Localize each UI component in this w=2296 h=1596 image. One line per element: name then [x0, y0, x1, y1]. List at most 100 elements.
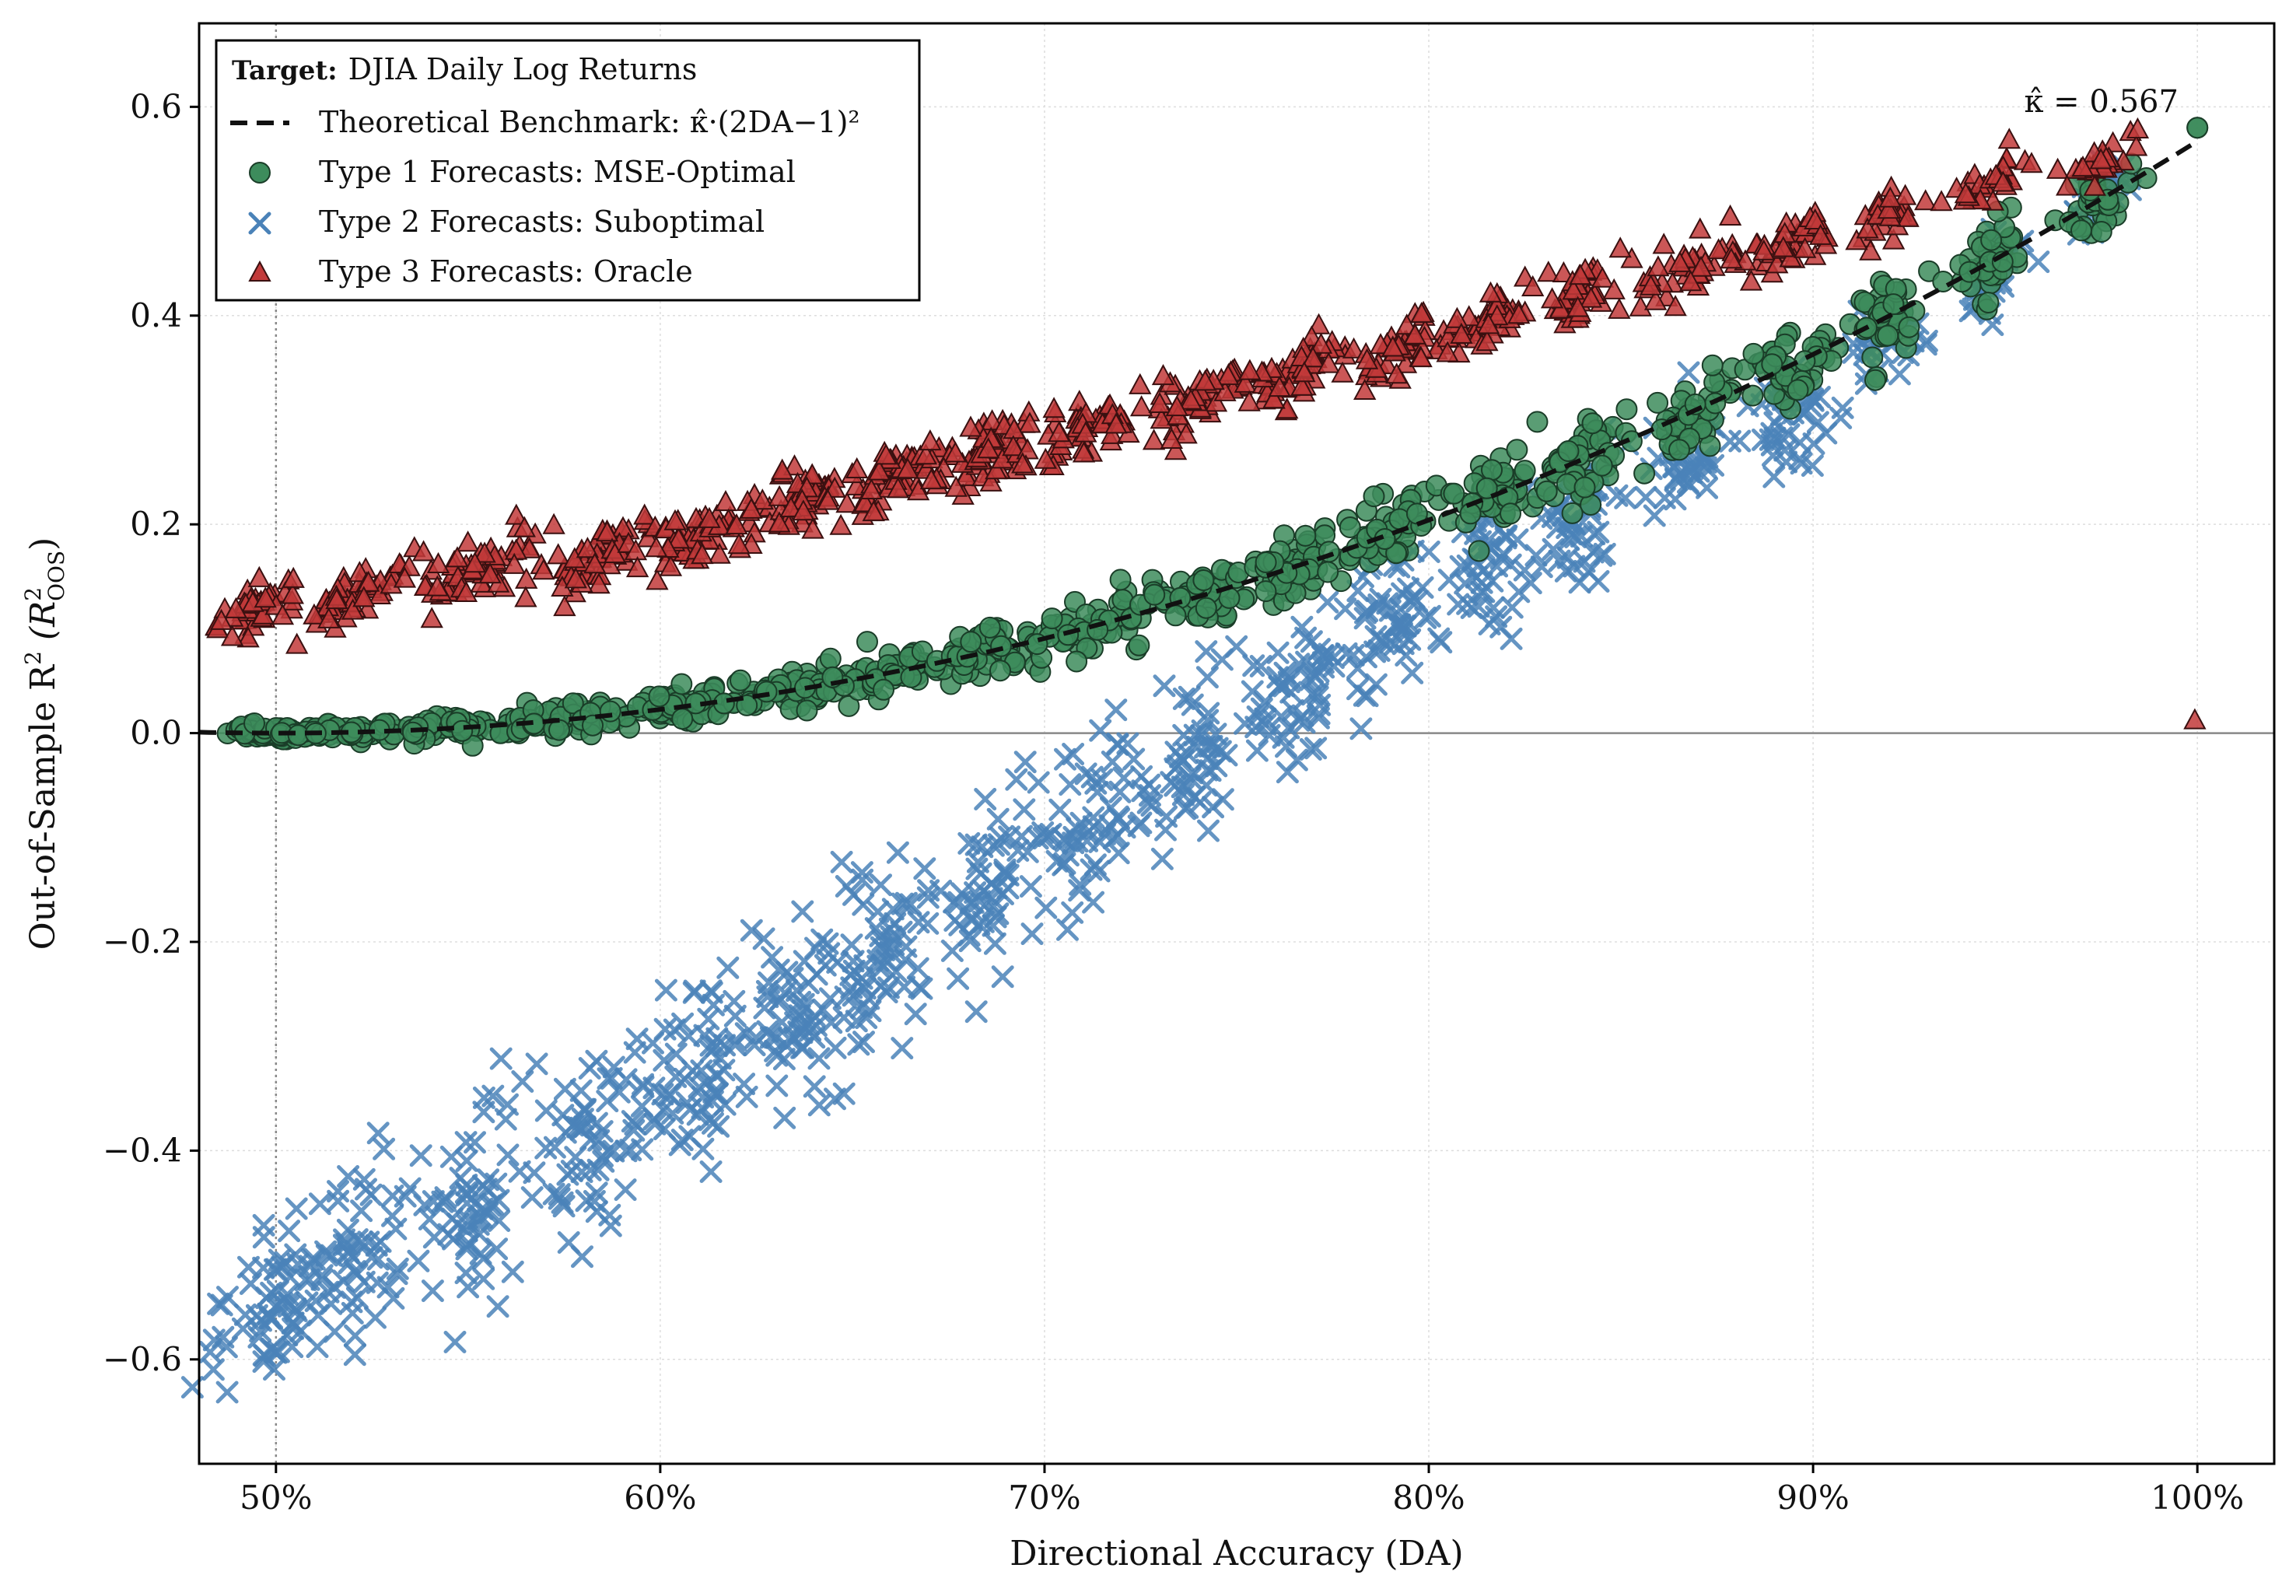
type2-point-58 [282, 1311, 305, 1335]
type3-point-952 [2071, 156, 2095, 177]
type2-point-141 [369, 1230, 392, 1253]
type1-point-724 [1615, 398, 1638, 421]
type2-point-584 [1140, 794, 1164, 817]
type2-point-180 [476, 1202, 499, 1225]
type2-point-748 [1499, 553, 1522, 576]
type2-point-743 [1427, 627, 1451, 650]
type2-point-735 [1513, 558, 1536, 582]
type2-point-435 [899, 893, 922, 916]
type2-point-434 [872, 954, 895, 978]
type2-point-507 [1061, 901, 1084, 924]
type2-point-363 [804, 1014, 828, 1038]
type3-point-819 [1668, 250, 1692, 272]
type2-point-607 [1197, 702, 1220, 725]
type2-point-149 [485, 1237, 509, 1261]
type3-point-273 [691, 543, 714, 565]
legend-type1-label: Type 1 Forecasts: MSE-Optimal [319, 155, 796, 189]
type2-point-174 [407, 1249, 430, 1272]
type2-point-344 [756, 1020, 779, 1043]
type2-point-773 [1465, 565, 1488, 589]
type2-point-425 [891, 892, 914, 915]
type2-point-662 [1245, 739, 1269, 762]
type3-point-395 [896, 457, 919, 479]
type2-point-604 [1171, 775, 1194, 799]
type2-point-669 [1294, 626, 1318, 649]
type2-point-802 [1587, 520, 1610, 544]
type2-point-85 [360, 1246, 383, 1269]
x-tick-label-3: 80% [1392, 1479, 1465, 1517]
type2-point-783 [1524, 544, 1548, 567]
type3-point-602 [1237, 390, 1261, 411]
type2-point-919 [1888, 362, 1911, 386]
type2-point-439 [834, 985, 857, 1009]
type3-point-446 [985, 458, 1008, 480]
type3-point-565 [1160, 427, 1183, 449]
legend-type3-swatch [248, 260, 271, 282]
type2-point-559 [1052, 828, 1076, 851]
type2-point-371 [791, 900, 814, 923]
type3-point-571 [1216, 364, 1240, 386]
type3-point-726 [1475, 330, 1499, 352]
y-tick-label-4: 0.2 [130, 505, 182, 543]
type2-point-348 [770, 1010, 793, 1034]
type3-point-212 [598, 553, 621, 575]
type1-point-829 [1787, 379, 1809, 401]
type3-point-742 [1552, 261, 1576, 282]
type2-point-491 [957, 831, 981, 855]
type3-point-250 [625, 556, 649, 578]
type3-point-888 [1845, 229, 1868, 250]
type2-point-846 [1634, 485, 1657, 509]
type2-point-551 [1090, 768, 1114, 791]
type2-point-246 [520, 1186, 544, 1209]
type3-point-277 [645, 536, 668, 558]
type2-point-765 [1494, 524, 1517, 548]
type2-point-432 [859, 999, 882, 1023]
type2-point-353 [803, 1075, 826, 1098]
type3-point-387 [906, 479, 930, 501]
type3-point-394 [859, 478, 884, 499]
type2-point-372 [765, 1074, 789, 1097]
type3-point-519 [1072, 441, 1096, 463]
type3-point-502 [1011, 452, 1034, 474]
type1-point-684 [1475, 477, 1498, 499]
type1-point-682 [1481, 459, 1503, 481]
type2-point-280 [712, 1059, 736, 1082]
type2-point-38 [233, 1303, 257, 1326]
type1-point-902 [1980, 229, 2003, 251]
type3-point-215 [603, 541, 627, 563]
type3-point-214 [633, 503, 656, 525]
type3-point-866 [1930, 190, 1953, 212]
type3-point-573 [1151, 364, 1175, 386]
type3-point-126 [517, 537, 541, 558]
type1-point-266 [670, 673, 693, 695]
type3-point-732 [1537, 261, 1560, 282]
type3-point-397 [886, 477, 910, 499]
type3-point-307 [782, 454, 807, 476]
type1-point-738 [1591, 454, 1613, 477]
type2-point-482 [966, 850, 989, 873]
type2-point-238 [556, 1163, 579, 1186]
type3-point-208 [595, 520, 619, 542]
type3-point-533 [1104, 412, 1128, 434]
type3-point-268 [667, 527, 691, 549]
type2-point-42 [201, 1358, 225, 1381]
type3-point-154 [454, 580, 478, 602]
type3-point-567 [1213, 380, 1237, 401]
type2-point-355 [814, 954, 837, 977]
type3-point-93 [303, 603, 326, 625]
type2-point-587 [1150, 847, 1174, 870]
type3-point-796 [1652, 233, 1675, 254]
type1-point-864 [1898, 316, 1920, 338]
type1-point-536 [1195, 597, 1217, 619]
type1-point-742 [1633, 462, 1656, 485]
type1-point-827 [1742, 342, 1765, 365]
type2-point-610 [1172, 688, 1195, 710]
legend: Target: DJIA Daily Log Returns Theoretica… [215, 39, 921, 302]
type3-point-264 [646, 569, 669, 590]
type3-point-157 [513, 516, 536, 537]
type2-point-609 [1164, 774, 1187, 797]
type1-point-667 [1443, 482, 1465, 505]
benchmark-line [198, 139, 2199, 736]
type2-point-183 [434, 1186, 457, 1209]
type3-point-858 [1794, 236, 1817, 258]
